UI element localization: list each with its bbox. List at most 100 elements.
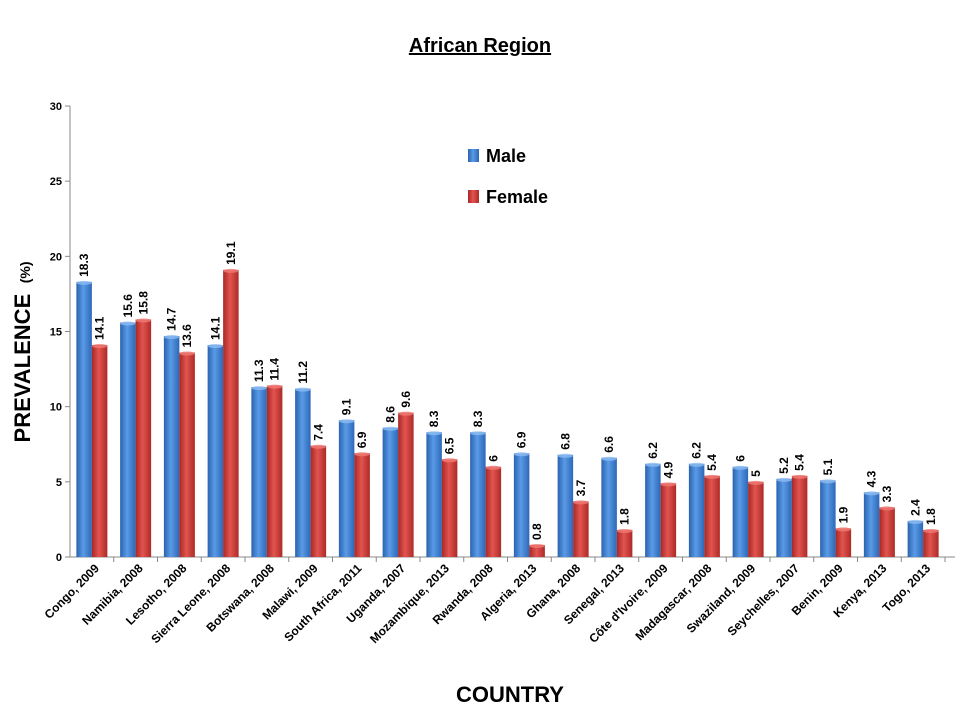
- data-label: 9.1: [340, 398, 354, 415]
- bar-top-highlight: [163, 335, 180, 340]
- bar-female: [748, 481, 764, 557]
- bar-female: [485, 466, 502, 557]
- data-label: 3.7: [574, 479, 588, 496]
- bar-top-highlight: [791, 474, 808, 479]
- bar-top-highlight: [179, 351, 195, 356]
- data-label: 6: [486, 455, 500, 462]
- y-tick-label: 0: [56, 552, 62, 564]
- bar-top-highlight: [688, 462, 705, 467]
- bar-top-highlight: [470, 431, 486, 436]
- x-tick-label: Sierra Leone, 2008: [148, 561, 233, 646]
- bar-male: [820, 480, 836, 557]
- bar-female: [835, 528, 852, 557]
- data-label: 6.9: [515, 431, 529, 448]
- data-label: 14.7: [165, 307, 179, 331]
- data-label: 6.2: [646, 442, 660, 459]
- data-label: 15.6: [121, 294, 135, 318]
- bar-male: [120, 322, 136, 557]
- bar-male: [601, 457, 617, 557]
- x-tick-label: Côte d'Ivoire, 2009: [586, 561, 671, 646]
- bar-top-highlight: [573, 500, 589, 505]
- bar-male: [732, 466, 749, 557]
- bar-top-highlight: [354, 452, 370, 457]
- y-axis-label: PREVALENCE (%): [10, 262, 35, 443]
- bar-male: [645, 463, 661, 557]
- y-tick-label: 10: [50, 402, 62, 414]
- chart-title: African Region: [409, 35, 551, 57]
- bar-male: [76, 281, 92, 557]
- data-label: 6.2: [690, 442, 704, 459]
- data-label: 6: [733, 455, 747, 462]
- bar-male: [513, 453, 530, 557]
- y-tick-label: 30: [50, 101, 62, 113]
- bar-top-highlight: [616, 528, 633, 533]
- bar-top-highlight: [529, 543, 545, 548]
- bar-male: [163, 336, 180, 557]
- bar-top-highlight: [76, 280, 92, 285]
- bar-male: [382, 427, 399, 557]
- x-tick-label: Madagascar, 2008: [632, 561, 714, 643]
- y-tick-label: 5: [56, 477, 62, 489]
- bar-top-highlight: [660, 482, 677, 487]
- data-label: 13.6: [180, 324, 194, 348]
- bar-top-highlight: [426, 431, 442, 436]
- legend-swatch-male: [468, 149, 479, 162]
- bar-top-highlight: [907, 519, 924, 524]
- data-label: 6.9: [355, 431, 369, 448]
- x-tick-label: South Africa, 2011: [281, 561, 364, 644]
- legend: Male Female: [468, 146, 548, 207]
- bar-male: [776, 478, 792, 557]
- data-label: 5.2: [777, 457, 791, 474]
- bar-top-highlight: [266, 384, 283, 389]
- bar-top-highlight: [732, 465, 749, 470]
- data-label: 15.8: [136, 291, 150, 315]
- data-label: 1.8: [924, 508, 938, 525]
- bar-female: [179, 352, 195, 557]
- bar-male: [207, 345, 224, 557]
- data-label: 5.1: [821, 458, 835, 475]
- x-tick-label: Mozambique, 2013: [367, 561, 452, 646]
- data-label: 2.4: [908, 499, 922, 516]
- y-axis-label-text: PREVALENCE: [10, 294, 35, 443]
- bar-top-highlight: [207, 344, 224, 349]
- bar-top-highlight: [704, 474, 720, 479]
- bar-female: [310, 445, 327, 557]
- bar-top-highlight: [557, 453, 574, 458]
- bar-male: [338, 420, 355, 557]
- data-label: 4.9: [661, 461, 675, 478]
- data-label: 8.6: [383, 406, 397, 423]
- bar-top-highlight: [91, 344, 108, 349]
- bar-top-highlight: [120, 321, 136, 326]
- bar-male: [907, 520, 924, 557]
- bar-female: [573, 501, 589, 557]
- data-label: 18.3: [77, 253, 91, 277]
- bar-top-highlight: [441, 458, 458, 463]
- bar-top-highlight: [748, 480, 764, 485]
- bar-female: [266, 385, 283, 557]
- bar-female: [791, 475, 808, 557]
- bar-female: [529, 544, 545, 557]
- legend-label-male: Male: [486, 146, 526, 166]
- bar-female: [135, 319, 152, 557]
- y-axis-label-unit: (%): [17, 262, 33, 284]
- bar-female: [91, 345, 108, 557]
- bar-male: [295, 388, 311, 557]
- bar-female: [923, 529, 939, 557]
- data-label: 14.1: [93, 316, 107, 340]
- bar-top-highlight: [295, 387, 311, 392]
- bar-top-highlight: [645, 462, 661, 467]
- data-label: 11.3: [252, 359, 266, 382]
- data-label: 3.3: [880, 485, 894, 502]
- bar-top-highlight: [923, 528, 939, 533]
- y-tick-label: 15: [50, 327, 62, 339]
- bar-female: [223, 269, 239, 557]
- bar-top-highlight: [251, 386, 267, 391]
- bar-top-highlight: [223, 268, 239, 273]
- y-tick-label: 20: [50, 251, 62, 263]
- bar-top-highlight: [601, 456, 617, 461]
- bar-female: [660, 483, 677, 557]
- bar-male: [470, 432, 486, 557]
- bar-female: [704, 475, 720, 557]
- bar-top-highlight: [382, 426, 399, 431]
